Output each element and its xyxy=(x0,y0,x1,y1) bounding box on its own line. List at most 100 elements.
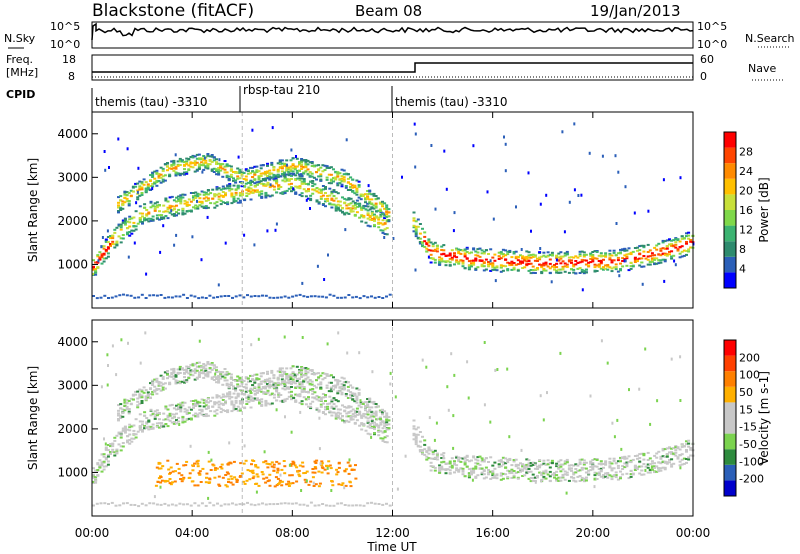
range-cell xyxy=(283,380,287,383)
range-cell xyxy=(504,169,507,173)
range-cell xyxy=(287,376,291,379)
range-cell xyxy=(480,460,484,463)
range-cell xyxy=(465,247,469,250)
range-cell xyxy=(295,155,297,158)
range-cell xyxy=(307,398,310,401)
range-cell xyxy=(285,377,289,380)
range-cell xyxy=(351,413,355,416)
x-axis-label: Time UT xyxy=(366,540,417,554)
range-cell xyxy=(159,181,163,184)
range-cell xyxy=(295,480,299,483)
range-cell xyxy=(655,465,659,468)
range-cell xyxy=(261,473,265,476)
range-cell xyxy=(597,254,601,257)
range-cell xyxy=(198,405,202,408)
range-cell xyxy=(618,274,621,278)
cpid-segment-3: themis (tau) -3310 xyxy=(395,95,508,109)
range-cell xyxy=(304,398,308,401)
range-cell xyxy=(291,502,295,505)
range-cell xyxy=(194,412,198,415)
range-cell xyxy=(580,270,584,273)
range-cell xyxy=(159,384,163,387)
range-cell xyxy=(689,240,693,243)
range-cell xyxy=(168,419,172,422)
range-cell xyxy=(280,381,284,383)
range-cell xyxy=(173,480,177,483)
range-cell xyxy=(210,155,214,158)
range-cell xyxy=(321,194,325,197)
range-cell xyxy=(104,448,108,451)
range-cell xyxy=(623,457,627,460)
range-cell xyxy=(202,365,206,368)
range-cell xyxy=(123,220,127,222)
range-cell xyxy=(427,452,431,455)
range-cell xyxy=(183,160,186,163)
range-cell xyxy=(190,480,194,483)
range-cell xyxy=(570,464,573,467)
range-cell xyxy=(572,473,576,476)
range-cell xyxy=(277,188,281,190)
range-cell xyxy=(604,463,608,466)
range-cell xyxy=(355,202,359,205)
range-cell xyxy=(290,190,293,193)
range-cell xyxy=(223,165,227,168)
range-cell xyxy=(301,465,305,468)
range-cell xyxy=(151,426,155,429)
range-cell xyxy=(128,221,132,224)
range-cell xyxy=(96,462,100,465)
range-cell xyxy=(374,413,378,416)
colorbar-segment xyxy=(724,433,736,450)
range-cell xyxy=(553,472,556,474)
range-cell xyxy=(357,392,361,395)
range-cell xyxy=(563,460,567,463)
range-cell xyxy=(319,195,323,198)
range-cell xyxy=(418,431,422,433)
range-cell xyxy=(187,406,191,409)
y-tick-label: 2000 xyxy=(57,214,88,228)
range-cell xyxy=(211,396,215,399)
range-cell xyxy=(142,391,146,394)
range-cell xyxy=(381,421,384,423)
range-cell xyxy=(236,167,240,170)
range-cell xyxy=(308,161,312,164)
range-cell xyxy=(650,257,654,260)
range-cell xyxy=(168,472,172,475)
range-cell xyxy=(111,240,115,243)
range-cell xyxy=(287,387,291,390)
range-cell xyxy=(167,504,171,507)
range-cell xyxy=(570,467,573,470)
range-cell xyxy=(353,213,357,216)
range-cell xyxy=(625,465,629,468)
range-cell xyxy=(360,423,364,426)
range-cell xyxy=(227,386,231,389)
range-cell xyxy=(276,477,280,480)
range-cell xyxy=(310,175,314,178)
range-cell xyxy=(418,445,422,448)
range-cell xyxy=(272,169,276,172)
range-cell xyxy=(418,440,422,443)
range-cell xyxy=(470,470,473,473)
range-cell xyxy=(153,209,157,212)
range-cell xyxy=(178,295,182,298)
range-cell xyxy=(559,479,563,482)
range-cell xyxy=(260,404,264,407)
range-cell xyxy=(533,476,537,479)
range-cell xyxy=(504,462,508,465)
range-cell xyxy=(181,193,185,196)
range-cell xyxy=(428,416,431,420)
range-cell xyxy=(589,469,593,472)
range-cell xyxy=(279,296,283,299)
range-cell xyxy=(251,189,255,192)
range-cell xyxy=(244,168,248,171)
range-cell xyxy=(338,386,342,389)
range-cell xyxy=(229,384,233,386)
range-cell xyxy=(374,202,378,205)
range-cell xyxy=(373,432,376,435)
range-cell xyxy=(368,410,372,413)
range-cell xyxy=(533,463,537,466)
range-cell xyxy=(474,476,478,479)
range-cell xyxy=(144,187,148,190)
range-cell xyxy=(344,186,348,189)
range-cell xyxy=(359,198,363,201)
range-cell xyxy=(278,374,282,377)
